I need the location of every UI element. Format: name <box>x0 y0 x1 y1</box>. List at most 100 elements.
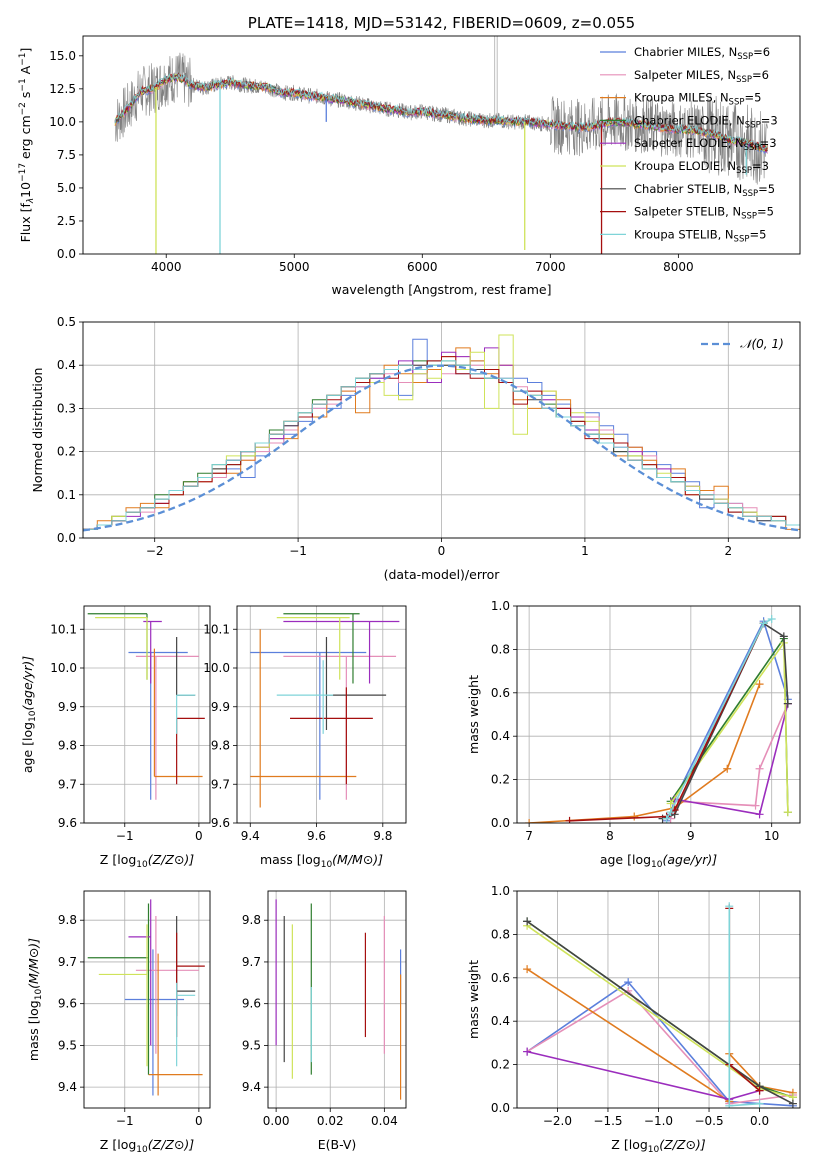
legend-sub: SSP <box>729 98 745 108</box>
y-tick-label: 10.0 <box>49 115 76 129</box>
legend-suffix: =5 <box>758 182 775 196</box>
x-axis-label: Z [log10(Z/Z⊙)] <box>100 852 195 870</box>
weight-marker <box>755 1086 764 1095</box>
y-tick-label: 0.4 <box>491 729 510 743</box>
y-tick-label: 10.0 <box>50 661 77 675</box>
weight-line-salpeter-elodie <box>526 1050 760 1101</box>
x-tick-label: −1.5 <box>593 1114 622 1128</box>
weight-marker <box>666 808 675 817</box>
legend-sub: SSP <box>742 189 758 199</box>
y-tick-label: 2.5 <box>57 214 76 228</box>
weight-marker <box>755 810 764 819</box>
weight-marker <box>788 1099 797 1108</box>
y-label-part: 10 <box>18 182 33 198</box>
label-part: (M/M⊙)] <box>26 938 41 989</box>
weight-line-kroupa-stelib <box>665 618 773 820</box>
axes-frame <box>516 890 801 1109</box>
histogram-kroupa-stelib <box>83 360 800 538</box>
y-tick-label: 0.6 <box>491 686 510 700</box>
x-tick-label: −1 <box>116 829 134 843</box>
y-tick-label: 0.0 <box>491 816 510 830</box>
y-tick-label: 0.4 <box>491 1014 510 1028</box>
y-tick-label: 9.6 <box>58 997 77 1011</box>
y-tick-label: 9.7 <box>242 955 261 969</box>
x-tick-label: 1 <box>581 544 589 558</box>
legend-entry: Chabrier MILES, NSSP=6 <box>634 45 770 62</box>
label-part: (Z/Z⊙)] <box>148 852 195 867</box>
label-part: Z [ <box>100 852 117 867</box>
label-part: Z [ <box>100 1137 117 1152</box>
y-axis-label: mass weight <box>466 675 481 754</box>
log-base: 10 <box>136 860 148 870</box>
legend-label: Salpeter MILES, N <box>634 68 736 82</box>
y-tick-label: 9.9 <box>58 700 77 714</box>
y-tick-label: 9.4 <box>242 1080 261 1094</box>
y-tick-label: 0.4 <box>57 358 76 372</box>
weight-line-kroupa-elodie <box>526 925 794 1098</box>
weight-marker <box>779 632 788 641</box>
legend-label: Kroupa ELODIE, N <box>634 159 736 173</box>
weight-marker <box>759 619 768 628</box>
x-tick-label: 7000 <box>535 260 566 274</box>
log-text: log <box>20 722 35 741</box>
y-tick-label: 0.2 <box>57 445 76 459</box>
x-tick-label: 9.8 <box>373 829 392 843</box>
y-tick-label: 10.0 <box>203 661 230 675</box>
log-base: 10 <box>651 860 663 870</box>
x-tick-label: −1 <box>116 1114 134 1128</box>
panel-spectrum: 4000 5000 6000 7000 8000 0.0 2.5 5.0 7.5 10.0 12.5… <box>18 14 801 297</box>
x-tick-label: 0 <box>195 829 203 843</box>
y-tick-label: 9.8 <box>242 913 261 927</box>
weight-marker <box>723 764 732 773</box>
plot-area <box>275 899 402 1100</box>
weight-line-chabrier-miles <box>526 981 793 1107</box>
x-tick-label: −2.0 <box>543 1114 572 1128</box>
y-label-part: erg cm <box>18 115 33 163</box>
x-tick-label: 9 <box>687 829 695 843</box>
legend-label: Chabrier ELODIE, N <box>634 113 745 127</box>
y-tick-label: 9.7 <box>58 955 77 969</box>
y-tick-label: 7.5 <box>57 148 76 162</box>
log-text: log <box>26 1000 41 1019</box>
y-tick-label: 12.5 <box>49 82 76 96</box>
log-base: 10 <box>28 710 38 722</box>
y-label-part: A <box>18 65 33 78</box>
weight-marker <box>767 615 776 624</box>
plot-area <box>87 613 205 800</box>
model-kroupa-stelib <box>114 72 768 150</box>
label-part: Z [ <box>611 1137 628 1152</box>
axes-frame <box>516 605 801 824</box>
y-axis-label: Normed distribution <box>30 368 45 493</box>
legend-suffix: =5 <box>757 205 774 219</box>
y-tick-label: 9.5 <box>242 1038 261 1052</box>
log-text: log <box>629 1137 648 1152</box>
label-part: E(B-V) <box>318 1137 357 1152</box>
legend-entry: Kroupa ELODIE, NSSP=3 <box>634 159 769 176</box>
axes-frame <box>82 35 801 255</box>
x-axis-label: E(B-V) <box>318 1137 357 1152</box>
log-base: 10 <box>321 860 333 870</box>
y-axis-label: mass [log10(M/M⊙)] <box>26 938 44 1061</box>
legend-suffix: =3 <box>760 136 777 150</box>
legend-sub: SSP <box>741 212 757 222</box>
legend-suffix: =5 <box>744 91 761 105</box>
x-axis-label: mass [log10(M/M⊙)] <box>260 852 383 870</box>
y-tick-label: 0.0 <box>491 1101 510 1115</box>
x-axis-label: Z [log10(Z/Z⊙)] <box>611 1137 706 1155</box>
plot-area <box>114 36 769 254</box>
weight-marker <box>624 978 633 987</box>
y-tick-label: 9.5 <box>58 1038 77 1052</box>
x-axis-label: age [log10(age/yr)] <box>600 852 717 870</box>
legend-sub: SSP <box>736 166 752 176</box>
legend-label: Chabrier MILES, N <box>634 45 737 59</box>
y-tick-label: 9.7 <box>211 777 230 791</box>
x-tick-label: 9.6 <box>307 829 326 843</box>
y-tick-label: 1.0 <box>491 599 510 613</box>
legend-entry: Chabrier ELODIE, NSSP=3 <box>634 113 778 130</box>
x-tick-label: 0 <box>195 1114 203 1128</box>
y-label-part: λ <box>26 198 36 204</box>
y-tick-label: 9.6 <box>58 816 77 830</box>
legend-sub: SSP <box>736 75 752 85</box>
legend-entry: Kroupa STELIB, NSSP=5 <box>634 227 766 244</box>
